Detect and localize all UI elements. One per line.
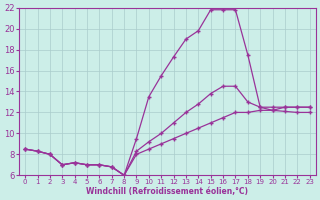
X-axis label: Windchill (Refroidissement éolien,°C): Windchill (Refroidissement éolien,°C) (86, 187, 248, 196)
